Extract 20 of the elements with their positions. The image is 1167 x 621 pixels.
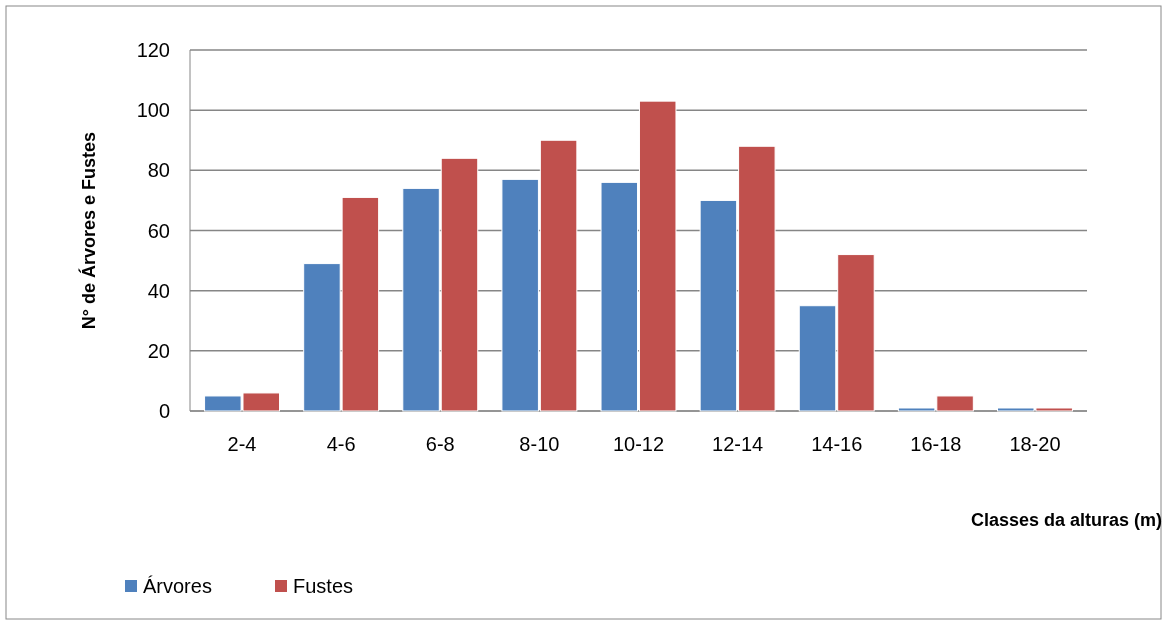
y-tick-label: 20: [147, 339, 170, 362]
x-tick-label: 2-4: [227, 433, 257, 455]
y-tick-label: 80: [147, 159, 170, 182]
x-tick-label: 4-6: [326, 433, 356, 455]
y-tick-label: 120: [136, 39, 170, 61]
x-tick-label: 12-14: [712, 433, 764, 455]
legend-label: Fustes: [293, 575, 354, 597]
legend-label: Árvores: [143, 575, 212, 597]
y-tick-label: 100: [136, 99, 170, 122]
x-tick-label: 10-12: [612, 433, 665, 455]
x-tick-label: 6-8: [425, 433, 455, 455]
x-axis-title: Classes da alturas (m): [970, 510, 1162, 530]
y-tick-label: 40: [147, 279, 170, 302]
x-tick-label: 18-20: [1009, 433, 1061, 455]
y-tick-label: 0: [158, 400, 170, 422]
x-tick-label: 14-16: [811, 433, 863, 455]
x-tick-label: 8-10: [519, 433, 560, 455]
y-axis-title: N° de Árvores e Fustes: [78, 131, 99, 330]
y-tick-label: 60: [147, 219, 170, 242]
x-tick-label: 16-18: [910, 433, 962, 455]
